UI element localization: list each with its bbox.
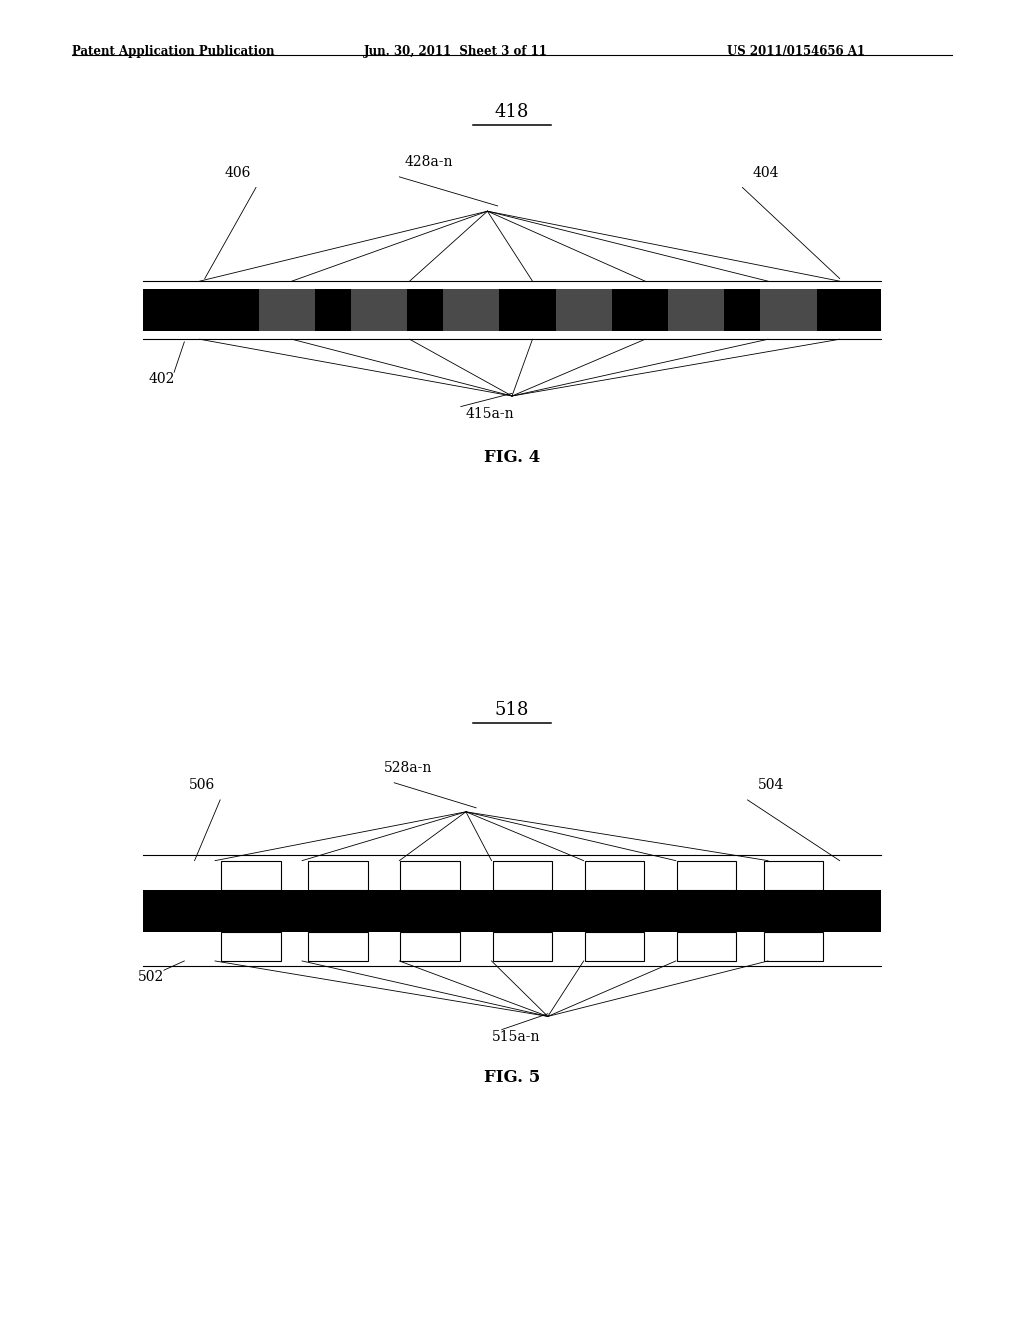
Text: 418: 418 [495, 103, 529, 121]
Text: FIG. 5: FIG. 5 [484, 1069, 540, 1086]
Text: 415a-n: 415a-n [466, 407, 514, 421]
Text: FIG. 4: FIG. 4 [484, 449, 540, 466]
Text: Jun. 30, 2011  Sheet 3 of 11: Jun. 30, 2011 Sheet 3 of 11 [364, 45, 548, 58]
Bar [143, 289, 881, 331]
Text: 502: 502 [138, 970, 165, 985]
Bar [493, 932, 552, 961]
Bar [677, 861, 736, 890]
Bar [555, 289, 612, 331]
Bar [764, 932, 823, 961]
Bar [585, 861, 644, 890]
Bar [493, 861, 552, 890]
Bar [221, 932, 281, 961]
Bar [764, 861, 823, 890]
Bar [760, 289, 817, 331]
Bar [677, 932, 736, 961]
Text: 428a-n: 428a-n [404, 154, 453, 169]
Text: 528a-n: 528a-n [384, 760, 432, 775]
Text: Patent Application Publication: Patent Application Publication [72, 45, 274, 58]
Bar [308, 861, 368, 890]
Text: 515a-n: 515a-n [492, 1030, 540, 1044]
Text: 402: 402 [148, 372, 175, 387]
Bar [258, 289, 315, 331]
Text: 406: 406 [224, 165, 251, 180]
Text: 518: 518 [495, 701, 529, 719]
Bar [350, 289, 407, 331]
Bar [308, 932, 368, 961]
Bar [143, 890, 881, 932]
Bar [585, 932, 644, 961]
Bar [400, 861, 460, 890]
Bar [221, 861, 281, 890]
Text: US 2011/0154656 A1: US 2011/0154656 A1 [727, 45, 865, 58]
Bar [669, 289, 725, 331]
Text: 506: 506 [188, 777, 215, 792]
Bar [442, 289, 500, 331]
Bar [400, 932, 460, 961]
Text: 504: 504 [758, 777, 784, 792]
Text: 404: 404 [753, 165, 779, 180]
